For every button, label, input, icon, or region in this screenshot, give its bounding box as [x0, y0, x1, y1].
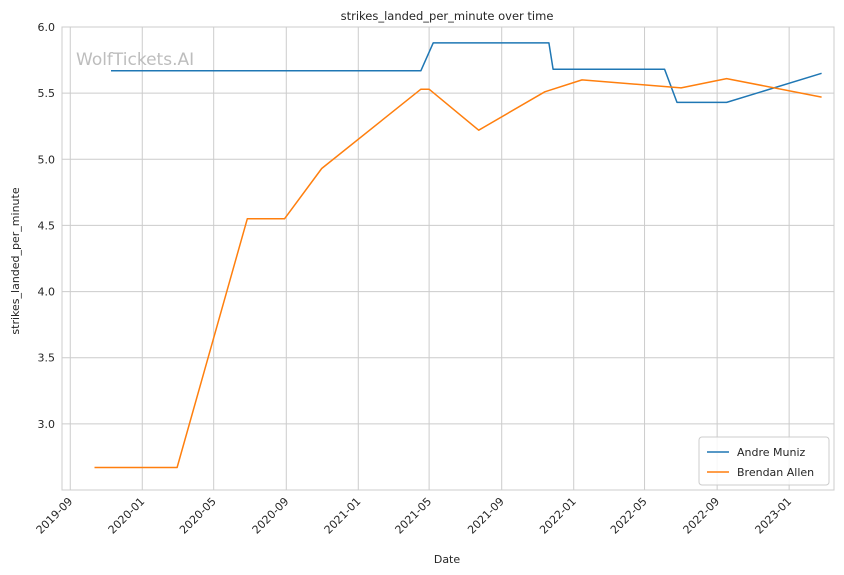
y-tick-label: 5.5 [38, 87, 56, 100]
x-tick-label: 2022-05 [608, 495, 650, 537]
y-tick-label: 6.0 [38, 21, 56, 34]
x-tick-label: 2021-01 [322, 495, 364, 537]
series-line-2 [94, 77, 822, 469]
y-tick-label: 3.0 [38, 418, 56, 431]
x-tick-label: 2022-09 [681, 495, 723, 537]
grid-lines [62, 26, 834, 490]
y-tick-label: 3.5 [38, 352, 56, 365]
plot-frame [61, 26, 835, 491]
y-axis-title: strikes_landed_per_minute [9, 187, 22, 334]
x-tick-label: 2021-05 [393, 495, 435, 537]
x-tick-label: 2020-05 [177, 495, 219, 537]
x-tick-label: 2020-09 [250, 495, 292, 537]
x-tick-label: 2021-09 [465, 495, 507, 537]
x-axis-title: Date [434, 553, 461, 566]
y-tick-label: 4.0 [38, 286, 56, 299]
legend-label: Brendan Allen [737, 466, 814, 479]
series-lines [94, 42, 822, 469]
x-tick-label: 2020-01 [106, 495, 148, 537]
x-tick-label: 2023-01 [753, 495, 795, 537]
x-tick-label: 2019-09 [34, 495, 76, 537]
chart-title: strikes_landed_per_minute over time [341, 9, 554, 23]
watermark: WolfTickets.AI [76, 50, 194, 70]
y-tick-label: 4.5 [38, 219, 56, 232]
y-tick-label: 5.0 [38, 153, 56, 166]
series-line-1 [111, 42, 822, 104]
legend: Andre Muniz Brendan Allen [698, 436, 830, 486]
legend-box [698, 436, 830, 486]
legend-label: Andre Muniz [737, 446, 806, 459]
x-tick-label: 2022-01 [537, 495, 579, 537]
